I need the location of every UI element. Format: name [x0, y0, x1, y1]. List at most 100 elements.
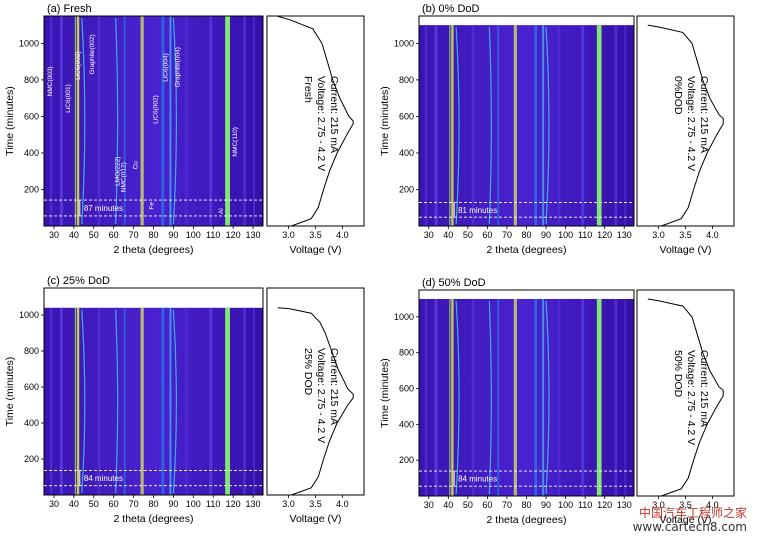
heatmap-stripe — [624, 298, 627, 496]
y-tick-label: 400 — [399, 148, 414, 158]
voltage-x-tick-label: 3.0 — [282, 230, 295, 240]
voltage-frame — [636, 289, 735, 497]
x-tick-label: 70 — [502, 230, 512, 240]
x-tick-label: 120 — [597, 230, 612, 240]
voltage-x-tick-label: 3.0 — [652, 500, 665, 510]
voltage-annotation: 50% DOD — [672, 350, 684, 398]
x-tick-label: 50 — [463, 500, 473, 510]
panel-title: (a) Fresh — [47, 3, 92, 15]
x-tick-label: 80 — [148, 230, 158, 240]
y-axis-title: Time (minutes) — [379, 358, 391, 428]
peak-label: Graphite(002) — [89, 34, 96, 74]
heatmap-stripe — [185, 16, 188, 226]
y-tick-label: 200 — [24, 454, 39, 464]
voltage-annotation: Current: 215 mA — [698, 76, 710, 153]
x-tick-label: 70 — [502, 500, 512, 510]
peak-label: Al — [218, 208, 225, 214]
heatmap-stripe — [161, 16, 165, 226]
heatmap-stripe — [76, 16, 80, 226]
x-tick-label: 40 — [443, 500, 453, 510]
x-tick-label: 50 — [89, 230, 99, 240]
heatmap-stripe — [614, 25, 618, 227]
heatmap-stripe — [185, 307, 188, 495]
voltage-annotation: Current: 215 mA — [328, 348, 340, 425]
interval-label: 87 minutes — [84, 204, 123, 213]
x-tick-label: 30 — [424, 500, 434, 510]
x-tick-label: 80 — [148, 499, 158, 509]
voltage-curve — [647, 298, 724, 497]
x-tick-label: 60 — [109, 230, 119, 240]
x-tick-label: 40 — [443, 230, 453, 240]
heatmap-stripe — [59, 307, 63, 495]
y-tick-label: 600 — [399, 384, 414, 394]
voltage-curve — [647, 24, 724, 227]
heatmap-stripe — [140, 307, 144, 495]
x-tick-label: 70 — [129, 230, 139, 240]
peak-trace — [172, 17, 177, 225]
heatmap-stripe — [97, 307, 101, 495]
x-tick-label: 60 — [482, 230, 492, 240]
heatmap-stripe — [557, 25, 561, 227]
heatmap-stripe — [123, 16, 126, 226]
x-tick-label: 110 — [578, 500, 592, 510]
voltage-annotation: Voltage: 2.75 - 4.2 V — [315, 348, 327, 443]
heatmap-stripe — [76, 307, 80, 495]
x-tick-label: 60 — [482, 500, 492, 510]
y-tick-label: 1000 — [19, 38, 39, 48]
x-axis-title: 2 theta (degrees) — [114, 244, 194, 256]
peak-trace — [115, 309, 119, 494]
panel-3: (c) 25% DoD 84 minutes 30 40 50 60 70 80 90 100 11… — [4, 275, 365, 525]
peak-label: LiC6(002) — [152, 95, 159, 124]
voltage-x-axis-title: Voltage (V) — [660, 244, 712, 256]
peak-trace — [81, 17, 86, 225]
voltage-x-axis-title: Voltage (V) — [290, 244, 342, 256]
heatmap-stripe — [74, 307, 77, 495]
x-tick-label: 90 — [168, 499, 178, 509]
peak-trace — [488, 27, 492, 225]
voltage-x-tick-label: 4.0 — [706, 230, 719, 240]
heatmap-stripe — [449, 25, 451, 227]
voltage-x-tick-label: 4.0 — [336, 499, 349, 509]
heatmap-stripe — [596, 25, 602, 227]
voltage-annotation: Voltage: 2.75 - 4.2 V — [685, 350, 697, 445]
heatmap-stripe — [534, 25, 538, 227]
heatmap-stripe — [581, 25, 585, 227]
voltage-frame — [266, 287, 365, 496]
voltage-panel: 3.0 3.5 4.0 Voltage (V) 25% DOD Voltage: 2.75… — [266, 287, 365, 525]
x-tick-label: 90 — [168, 230, 178, 240]
panel-4: (d) 50% DoD 84 minutes 30 40 50 60 70 80 90 100 11… — [379, 277, 735, 526]
heatmap-stripe — [581, 298, 585, 496]
heatmap-stripe — [434, 25, 438, 227]
heatmap-stripe — [434, 298, 438, 496]
voltage-annotation: 0%DOD — [672, 76, 684, 115]
voltage-annotation: Voltage: 2.75 - 4.2 V — [315, 76, 327, 171]
x-tick-label: 100 — [558, 230, 573, 240]
interval-label: 84 minutes — [84, 474, 123, 483]
y-tick-label: 200 — [24, 184, 39, 194]
voltage-x-tick-label: 3.0 — [652, 230, 665, 240]
x-tick-label: 60 — [109, 499, 119, 509]
voltage-x-axis-title: Voltage (V) — [660, 514, 712, 526]
x-tick-label: 50 — [463, 230, 473, 240]
x-tick-label: 110 — [578, 230, 592, 240]
peak-trace — [455, 27, 460, 225]
heatmap-stripe — [542, 25, 545, 227]
peak-label: LiC6(001) — [65, 84, 72, 113]
x-tick-label: 100 — [186, 230, 201, 240]
peak-label: Cu — [133, 161, 140, 170]
y-tick-label: 600 — [24, 111, 39, 121]
voltage-x-tick-label: 3.5 — [309, 499, 322, 509]
x-axis-title: 2 theta (degrees) — [487, 244, 567, 256]
voltage-x-tick-label: 4.0 — [336, 230, 349, 240]
panel-2: (b) 0% DoD 81 minutes 30 40 50 60 70 80 90 100 110… — [379, 3, 735, 256]
x-tick-label: 80 — [521, 230, 531, 240]
y-tick-label: 800 — [399, 348, 414, 358]
heatmap-stripe — [123, 307, 126, 495]
x-tick-label: 30 — [424, 230, 434, 240]
heatmap-stripe — [225, 307, 230, 495]
voltage-annotation: Fresh — [302, 76, 314, 103]
peak-trace — [545, 27, 550, 225]
heatmap-stripe — [557, 298, 561, 496]
y-axis-title: Time (minutes) — [4, 86, 16, 156]
